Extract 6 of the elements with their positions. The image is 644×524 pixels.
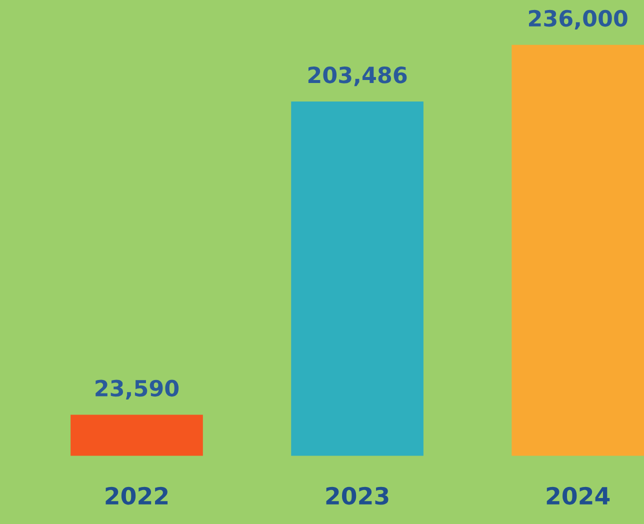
data-label: 236,000 — [528, 10, 628, 30]
data-label: 203,486 — [308, 66, 407, 86]
x-tick-label: 2022 — [106, 486, 168, 505]
data-label: 23,590 — [96, 380, 179, 400]
x-tick-label: 2023 — [326, 486, 388, 505]
x-tick-label: 2024 — [546, 486, 610, 505]
